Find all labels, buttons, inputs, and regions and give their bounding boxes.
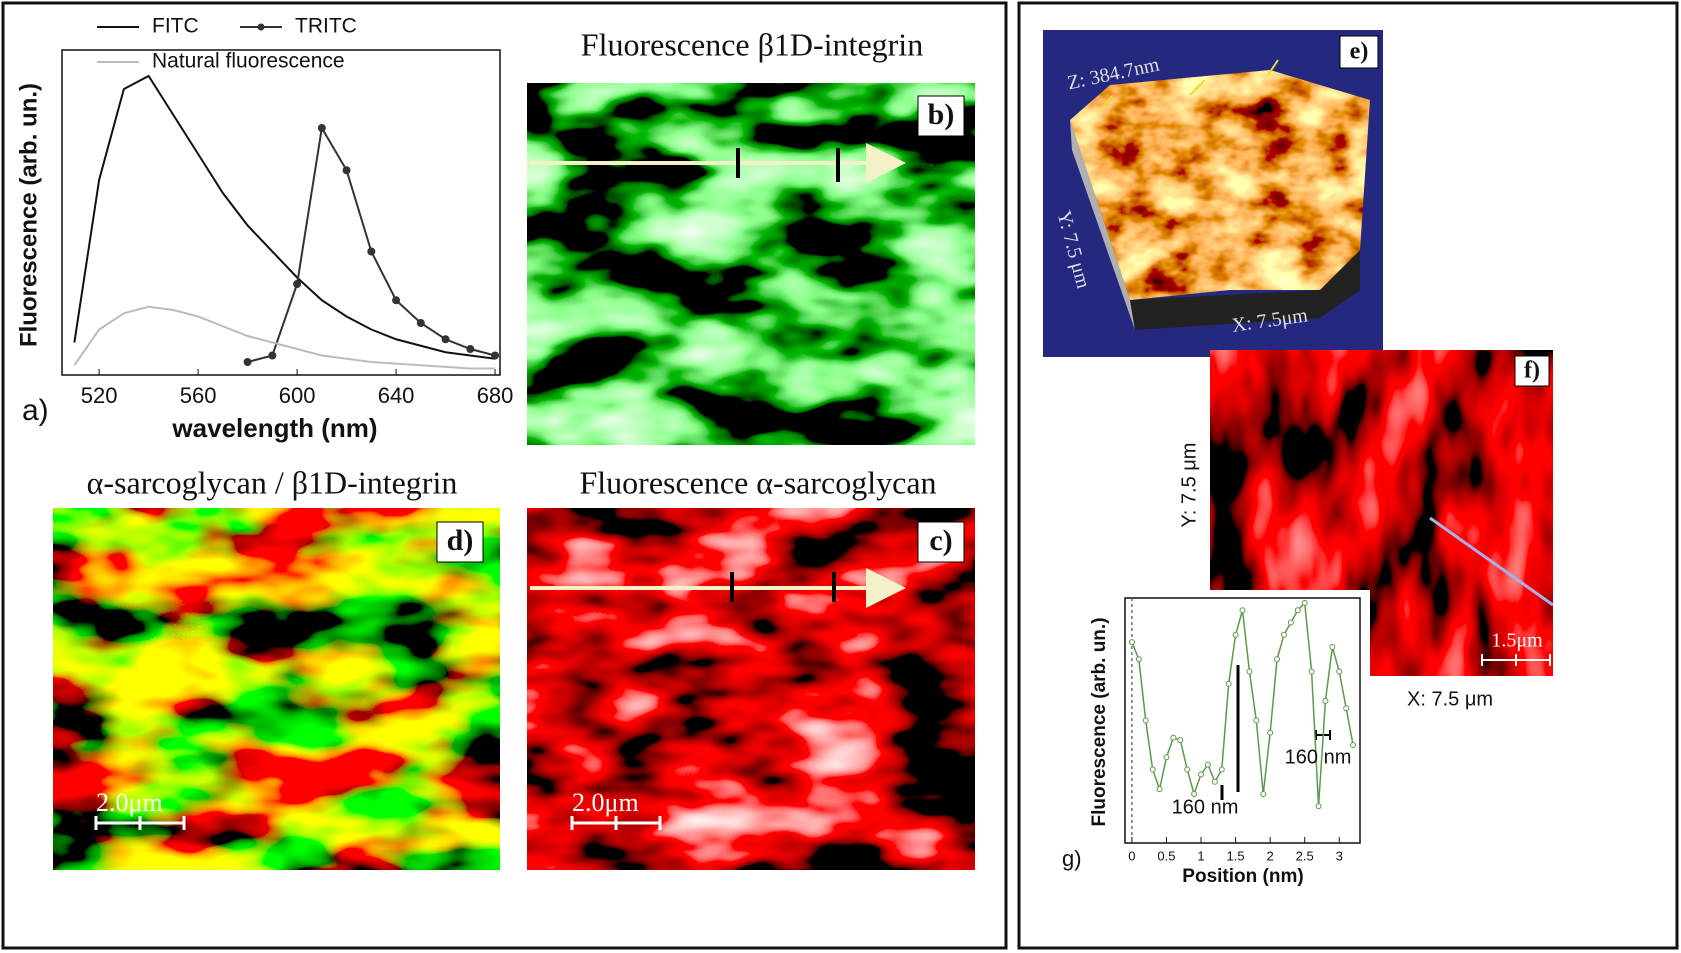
series-line — [248, 128, 495, 362]
x-tick-label: 0.5 — [1157, 848, 1175, 863]
point — [368, 248, 375, 255]
point — [1157, 787, 1162, 792]
annotation: 160 nm — [1285, 746, 1352, 768]
legend-label: Natural fluorescence — [152, 50, 345, 73]
x-tick-label: 1.5 — [1227, 848, 1245, 863]
scale-bar-label: 1.5μm — [1491, 630, 1543, 652]
x-axis-label: wavelength (nm) — [171, 413, 377, 443]
point — [318, 125, 325, 132]
point — [1171, 735, 1176, 740]
point — [1261, 792, 1266, 797]
legend-marker — [258, 24, 265, 31]
x-tick-label: 560 — [180, 383, 217, 408]
point — [1316, 804, 1321, 809]
point — [1129, 640, 1134, 645]
scale-bar-label: 2.0μm — [96, 788, 163, 817]
point — [1185, 767, 1190, 772]
point — [1323, 698, 1328, 703]
plot-background — [1070, 590, 1370, 890]
point — [417, 320, 424, 327]
micrograph — [527, 83, 975, 445]
point — [1212, 779, 1217, 784]
panel-label: d) — [447, 524, 474, 557]
point — [1247, 669, 1252, 674]
point — [1295, 608, 1300, 613]
plot-frame — [62, 50, 500, 375]
x-tick-label: 3 — [1336, 848, 1343, 863]
point — [1240, 608, 1245, 613]
panel-label: c) — [929, 524, 952, 557]
x-tick-label: 1 — [1197, 848, 1204, 863]
point — [1205, 762, 1210, 767]
panel-label: b) — [928, 98, 955, 131]
panel-title: Fluorescence α-sarcoglycan — [579, 464, 936, 500]
point — [1288, 620, 1293, 625]
figure: Fluorescence β1D-integrin b) Fluorescenc… — [0, 0, 1681, 953]
scale-bar-label: 2.0μm — [572, 788, 639, 817]
point — [1233, 632, 1238, 637]
point — [1199, 772, 1204, 777]
series-line — [74, 76, 495, 359]
x-tick-label: 2 — [1267, 848, 1274, 863]
point — [442, 336, 449, 343]
series-line — [74, 307, 495, 369]
point — [467, 346, 474, 353]
x-tick-label: 2.5 — [1296, 848, 1314, 863]
point — [1275, 657, 1280, 662]
point — [343, 167, 350, 174]
x-tick-label: 0 — [1128, 848, 1135, 863]
point — [1281, 632, 1286, 637]
x-tick-label: 600 — [279, 383, 316, 408]
panel-title: α-sarcoglycan / β1D-integrin — [87, 464, 458, 500]
point — [492, 352, 499, 359]
point — [1143, 718, 1148, 723]
point — [1226, 681, 1231, 686]
point — [1136, 657, 1141, 662]
point — [1309, 669, 1314, 674]
x-axis-label: Position (nm) — [1182, 866, 1303, 887]
y-axis-label: Fluorescence (arb. un.) — [15, 83, 42, 347]
point — [1178, 738, 1183, 743]
legend-label: FITC — [152, 15, 199, 38]
page: {"figure": { "panel_b": {"label": "b)", … — [0, 0, 1681, 953]
point — [1150, 767, 1155, 772]
panel-label: a) — [22, 394, 49, 427]
point — [1219, 767, 1224, 772]
x-tick-label: 680 — [477, 383, 514, 408]
point — [1344, 706, 1349, 711]
y-axis-label: Fluorescence (arb. un.) — [1089, 617, 1110, 826]
point — [1164, 755, 1169, 760]
point — [1268, 730, 1273, 735]
point — [1302, 600, 1307, 605]
axis-label: Y: 7.5 μm — [1178, 443, 1200, 528]
panel-label: e) — [1350, 39, 1369, 65]
x-tick-label: 520 — [81, 383, 118, 408]
panel-title: Fluorescence β1D-integrin — [581, 26, 923, 62]
point — [393, 297, 400, 304]
point — [1337, 669, 1342, 674]
point — [269, 352, 276, 359]
point — [1330, 645, 1335, 650]
panel-label: f) — [1524, 358, 1540, 384]
point — [294, 281, 301, 288]
x-tick-label: 640 — [378, 383, 415, 408]
panel-label: g) — [1062, 846, 1082, 871]
annotation: 160 nm — [1172, 796, 1239, 818]
legend-label: TRITC — [295, 15, 357, 38]
point — [244, 359, 251, 366]
point — [1254, 718, 1259, 723]
axis-label: X: 7.5 μm — [1407, 688, 1493, 710]
